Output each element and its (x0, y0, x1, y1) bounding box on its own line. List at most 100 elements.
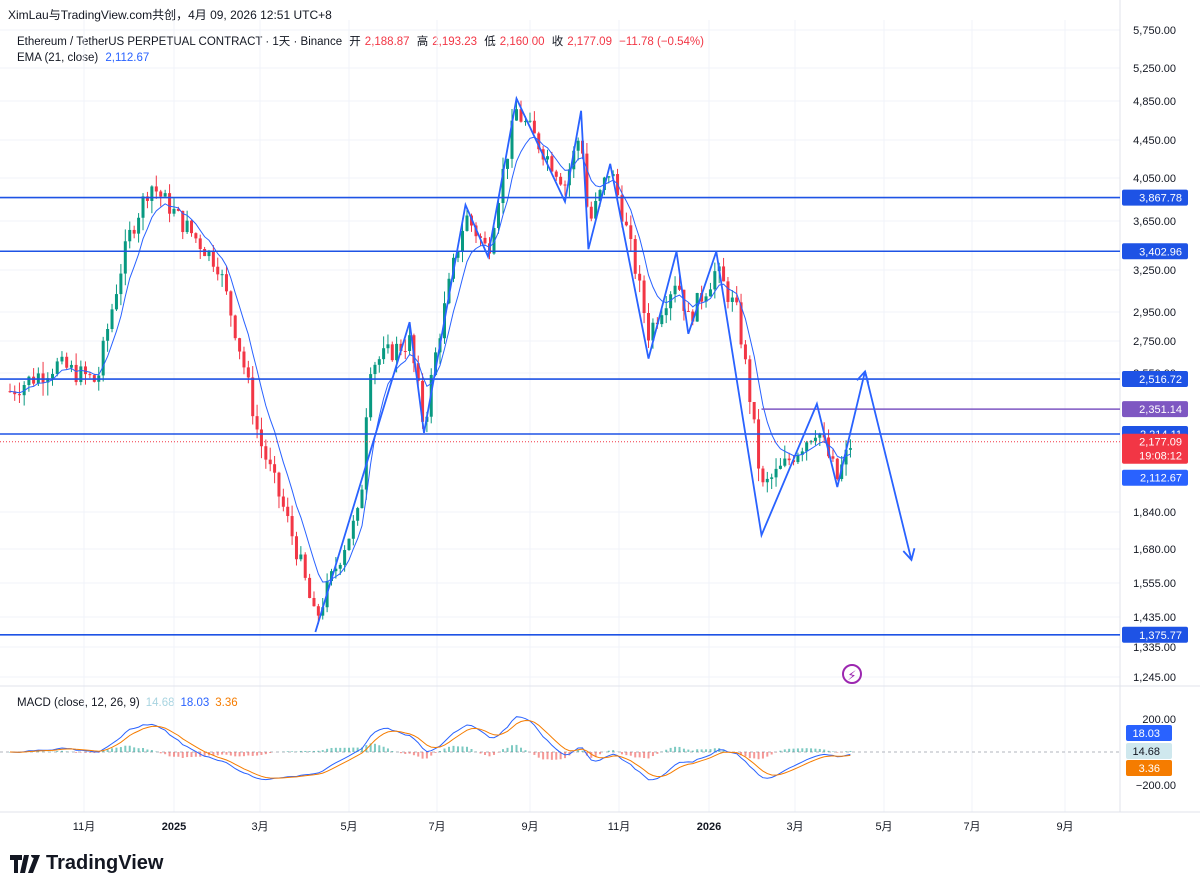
macd-histogram-bar (128, 745, 131, 752)
candle-body (783, 458, 787, 466)
macd-histogram-bar (242, 752, 245, 757)
macd-histogram-bar (559, 752, 562, 760)
close-value: 2,177.09 (567, 36, 612, 48)
level-price-badge-bg (1122, 626, 1188, 643)
macd-histogram-bar (796, 748, 799, 752)
candle-body (69, 364, 73, 368)
candle-body (492, 228, 496, 254)
candle-body (343, 550, 347, 565)
candle-body (708, 289, 712, 297)
candle-body (46, 378, 50, 383)
symbol-name[interactable]: Ethereum / TetherUS PERPETUAL CONTRACT ·… (17, 36, 343, 48)
candle-body (848, 448, 852, 450)
macd-histogram-bar (814, 748, 817, 752)
macd-histogram-bar (373, 743, 376, 752)
candle-body (242, 351, 246, 368)
candle-body (308, 577, 312, 598)
candle-body (818, 433, 822, 438)
macd-label[interactable]: MACD (close, 12, 26, 9) (17, 697, 140, 709)
candle-body (800, 451, 804, 455)
macd-histogram-bar (238, 752, 241, 757)
macd-histogram-bar (687, 749, 690, 752)
macd-histogram-bar (56, 751, 59, 752)
candle-body (189, 220, 193, 234)
candle-body (501, 168, 505, 204)
macd-histogram-bar (84, 752, 87, 753)
macd-histogram-bar (360, 747, 363, 752)
candle-body (620, 195, 624, 222)
candle-body (114, 294, 118, 310)
macd-histogram-bar (691, 750, 694, 752)
candle-body (207, 251, 211, 257)
high-label: 高 (416, 36, 429, 48)
candle-body (386, 344, 390, 349)
macd-histogram-bar (740, 752, 743, 756)
price-tick-label: 2,750.00 (1133, 336, 1176, 348)
macd-histogram-bar (168, 752, 171, 757)
candle-body (796, 454, 800, 463)
candle-body (356, 508, 360, 521)
candle-body (185, 220, 189, 233)
macd-badge-bg (1126, 760, 1172, 776)
level-price-badge-bg (1122, 189, 1188, 206)
candle-body (677, 285, 681, 290)
price-tick-label: 4,050.00 (1133, 173, 1176, 185)
macd-histogram-bar (203, 752, 206, 757)
macd-histogram-bar (443, 748, 446, 752)
macd-histogram-bar (634, 752, 637, 758)
candle-body (770, 477, 774, 479)
flash-icon[interactable]: ⚡ (842, 664, 862, 684)
candle-body (32, 376, 36, 384)
macd-histogram-bar (537, 752, 540, 758)
candle-body (338, 564, 342, 569)
macd-histogram-bar (404, 752, 407, 754)
macd-histogram-bar (186, 752, 189, 758)
macd-histogram-bar (137, 748, 140, 752)
macd-histogram-bar (669, 747, 672, 752)
macd-histogram-bar (625, 752, 628, 756)
macd-histogram-bar (115, 747, 118, 752)
candle-body (805, 442, 809, 452)
candle-body (347, 538, 351, 551)
macd-signal-line (9, 719, 851, 779)
macd-histogram-bar (251, 752, 254, 756)
tradingview-logo[interactable]: TradingView (10, 852, 163, 875)
low-label: 低 (484, 36, 496, 48)
ema-price-badge: 2,112.67 (1140, 473, 1182, 485)
macd-histogram-bar (590, 752, 593, 758)
macd-histogram-bar (705, 749, 708, 752)
macd-histogram-bar (678, 746, 681, 752)
candle-body (835, 458, 839, 479)
level-price-badge: 2,516.72 (1139, 374, 1182, 386)
candle-body (713, 271, 717, 290)
macd-histogram-bar (484, 752, 486, 755)
macd-line (9, 716, 851, 781)
open-value: 2,188.87 (364, 36, 410, 48)
macd-histogram-bar (722, 749, 725, 752)
candle-body (238, 338, 242, 352)
macd-tick-label: 200.00 (1142, 714, 1176, 726)
arrow-down-head (902, 548, 916, 562)
candle-body (576, 140, 580, 151)
macd-histogram-bar (493, 752, 495, 755)
macd-histogram-bar (229, 752, 232, 756)
candle-body (150, 186, 154, 201)
macd-histogram-bar (430, 752, 433, 756)
macd-histogram-bar (457, 746, 459, 752)
macd-histogram-bar (488, 752, 491, 757)
price-tick-label: 3,650.00 (1133, 216, 1176, 228)
macd-histogram-bar (260, 752, 263, 755)
macd-histogram-bar (761, 752, 764, 759)
candle-body (456, 251, 460, 258)
macd-histogram-bar (524, 750, 527, 752)
candle-body (181, 210, 185, 233)
candle-body (434, 352, 438, 375)
macd-histogram-bar (647, 752, 650, 759)
candle-body (510, 120, 514, 159)
macd-histogram-bar (638, 752, 641, 758)
price-tick-label: 5,250.00 (1133, 63, 1176, 75)
macd-histogram-bar (546, 752, 549, 760)
candle-body (421, 380, 425, 422)
ema-label[interactable]: EMA (21, close) (17, 52, 99, 64)
